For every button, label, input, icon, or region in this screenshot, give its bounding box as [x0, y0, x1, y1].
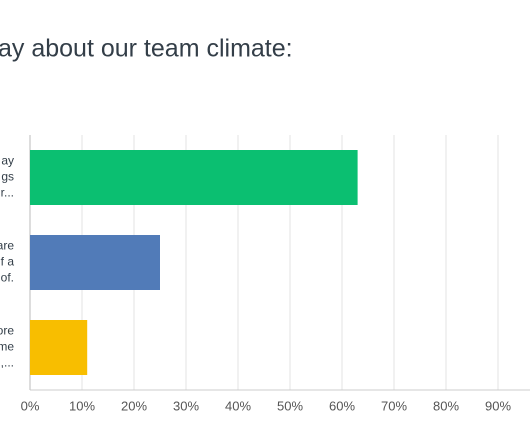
- x-tick-label: 30%: [173, 398, 199, 413]
- category-label: ay: [1, 154, 14, 168]
- category-label: gs: [1, 170, 14, 184]
- chart-title: ay about our team climate:: [0, 35, 293, 63]
- x-tick-label: 80%: [433, 398, 459, 413]
- category-label: me: [0, 340, 14, 354]
- x-tick-label: 60%: [329, 398, 355, 413]
- category-label: are: [0, 239, 14, 253]
- x-tick-label: 90%: [485, 398, 511, 413]
- category-label: ore: [0, 324, 14, 338]
- x-tick-label: 0%: [21, 398, 40, 413]
- x-tick-label: 40%: [225, 398, 251, 413]
- category-label: g,...: [0, 356, 14, 370]
- x-tick-label: 50%: [277, 398, 303, 413]
- bar: [30, 235, 160, 290]
- x-tick-label: 70%: [381, 398, 407, 413]
- category-label: r...: [1, 186, 14, 200]
- bar: [30, 320, 88, 375]
- bar: [30, 150, 358, 205]
- x-tick-label: 20%: [121, 398, 147, 413]
- category-label: of.: [1, 271, 14, 285]
- category-label: f a: [1, 255, 15, 269]
- x-tick-label: 10%: [69, 398, 95, 413]
